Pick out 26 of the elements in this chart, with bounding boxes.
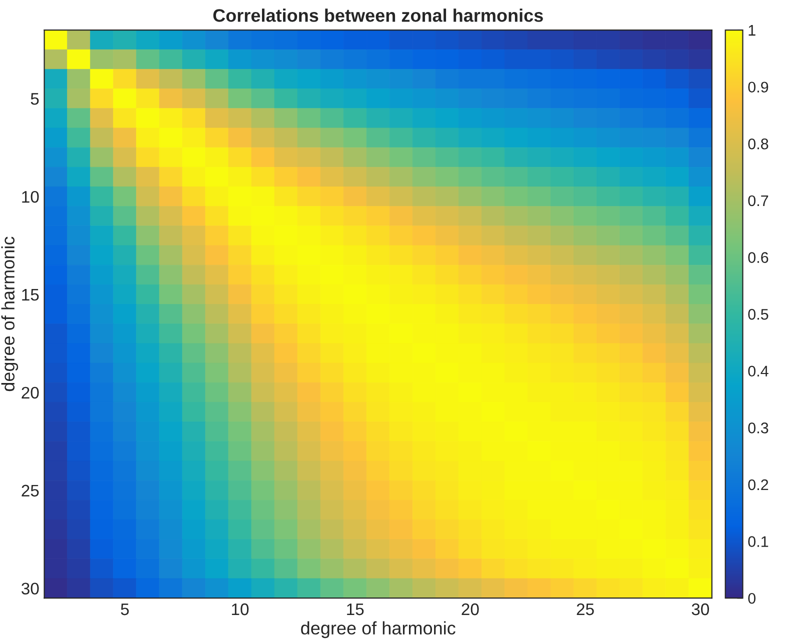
- color-bar-label: 0.2: [748, 479, 768, 490]
- color-bar-label: 1: [748, 25, 756, 36]
- chart-title: Correlations between zonal harmonics: [213, 8, 543, 22]
- x-axis-title: degree of harmonic: [301, 621, 456, 638]
- color-bar-label: 0.1: [748, 536, 768, 547]
- color-bar-label: 0.5: [748, 308, 768, 320]
- color-bar-label: 0.7: [748, 195, 768, 206]
- y-tick-label: 30: [22, 582, 39, 595]
- x-tick-label: 10: [232, 603, 249, 616]
- y-tick-label: 15: [22, 289, 39, 301]
- x-tick-label: 5: [120, 604, 129, 616]
- x-tick-label: 15: [347, 604, 364, 616]
- x-tick-label: 25: [576, 603, 594, 616]
- y-tick-label: 20: [22, 386, 39, 399]
- y-axis-title: degree of harmonic: [1, 236, 18, 392]
- y-tick-label: 5: [30, 93, 39, 105]
- y-tick-label: 10: [22, 190, 39, 203]
- color-bar-label: 0.6: [748, 252, 768, 263]
- x-tick-label: 30: [692, 603, 710, 616]
- y-tick-label: 25: [22, 484, 39, 497]
- color-bar-label: 0: [748, 592, 756, 604]
- color-bar-label: 0.8: [748, 138, 768, 150]
- color-bar-label: 0.9: [748, 82, 768, 93]
- x-tick-label: 20: [462, 603, 479, 616]
- color-bar-label: 0.4: [748, 366, 768, 377]
- color-bar-label: 0.3: [748, 422, 768, 434]
